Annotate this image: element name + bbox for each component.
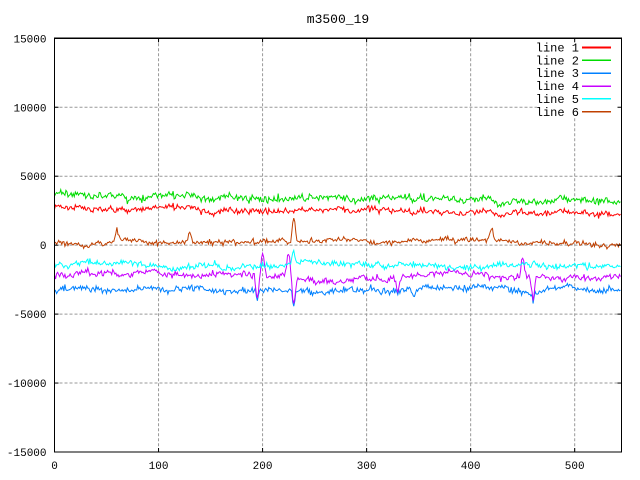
svg-text:m3500_19: m3500_19 xyxy=(307,12,369,27)
svg-text:0: 0 xyxy=(40,241,47,253)
svg-text:500: 500 xyxy=(565,461,585,473)
svg-text:200: 200 xyxy=(253,461,273,473)
svg-text:100: 100 xyxy=(149,461,169,473)
svg-text:400: 400 xyxy=(461,461,481,473)
svg-text:10000: 10000 xyxy=(13,103,46,115)
svg-text:300: 300 xyxy=(357,461,377,473)
svg-text:5000: 5000 xyxy=(20,172,46,184)
svg-text:line 6: line 6 xyxy=(536,106,579,120)
svg-text:15000: 15000 xyxy=(13,34,46,46)
svg-text:0: 0 xyxy=(51,461,58,473)
svg-text:-10000: -10000 xyxy=(7,379,47,391)
svg-text:-5000: -5000 xyxy=(13,310,46,322)
svg-text:-15000: -15000 xyxy=(7,448,47,460)
